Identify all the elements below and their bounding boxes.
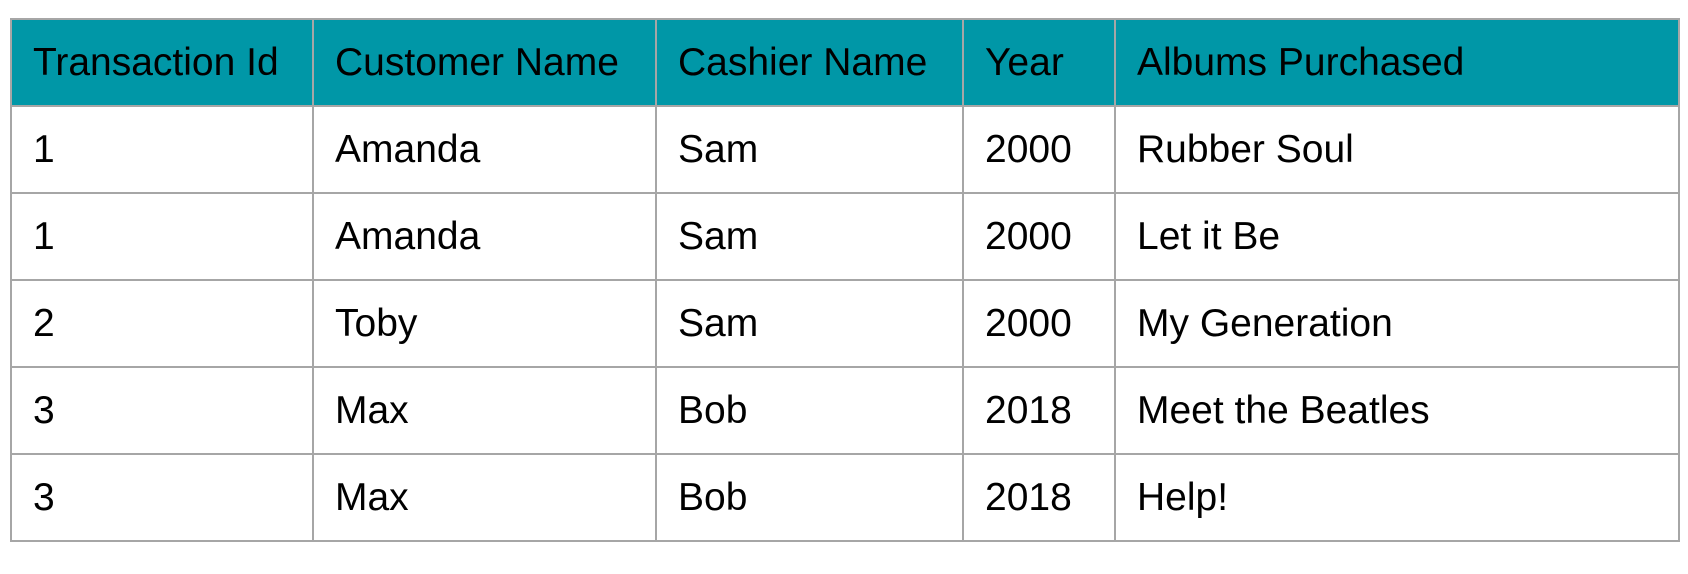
table-row: 3 Max Bob 2018 Meet the Beatles: [10, 366, 1680, 455]
cell-cashier-name: Bob: [655, 366, 964, 455]
cell-transaction-id: 1: [10, 105, 314, 194]
cell-customer-name: Max: [312, 453, 657, 542]
cell-album: Help!: [1114, 453, 1680, 542]
cell-transaction-id: 2: [10, 279, 314, 368]
cell-cashier-name: Sam: [655, 105, 964, 194]
cell-year: 2000: [962, 105, 1116, 194]
cell-album: Rubber Soul: [1114, 105, 1680, 194]
cell-transaction-id: 3: [10, 453, 314, 542]
cell-year: 2000: [962, 279, 1116, 368]
cell-album: Let it Be: [1114, 192, 1680, 281]
header-row: Transaction Id Customer Name Cashier Nam…: [10, 18, 1680, 107]
cell-transaction-id: 3: [10, 366, 314, 455]
table-row: 2 Toby Sam 2000 My Generation: [10, 279, 1680, 368]
cell-customer-name: Max: [312, 366, 657, 455]
header-cashier-name: Cashier Name: [655, 18, 964, 107]
cell-year: 2018: [962, 453, 1116, 542]
header-albums-purchased: Albums Purchased: [1114, 18, 1680, 107]
cell-year: 2018: [962, 366, 1116, 455]
cell-cashier-name: Sam: [655, 279, 964, 368]
cell-cashier-name: Sam: [655, 192, 964, 281]
cell-album: Meet the Beatles: [1114, 366, 1680, 455]
cell-cashier-name: Bob: [655, 453, 964, 542]
table-row: 1 Amanda Sam 2000 Let it Be: [10, 192, 1680, 281]
table-row: 1 Amanda Sam 2000 Rubber Soul: [10, 105, 1680, 194]
cell-year: 2000: [962, 192, 1116, 281]
cell-album: My Generation: [1114, 279, 1680, 368]
header-transaction-id: Transaction Id: [10, 18, 314, 107]
header-customer-name: Customer Name: [312, 18, 657, 107]
album-purchases-table: Transaction Id Customer Name Cashier Nam…: [10, 18, 1680, 542]
cell-transaction-id: 1: [10, 192, 314, 281]
cell-customer-name: Amanda: [312, 192, 657, 281]
table-row: 3 Max Bob 2018 Help!: [10, 453, 1680, 542]
cell-customer-name: Toby: [312, 279, 657, 368]
header-year: Year: [962, 18, 1116, 107]
cell-customer-name: Amanda: [312, 105, 657, 194]
